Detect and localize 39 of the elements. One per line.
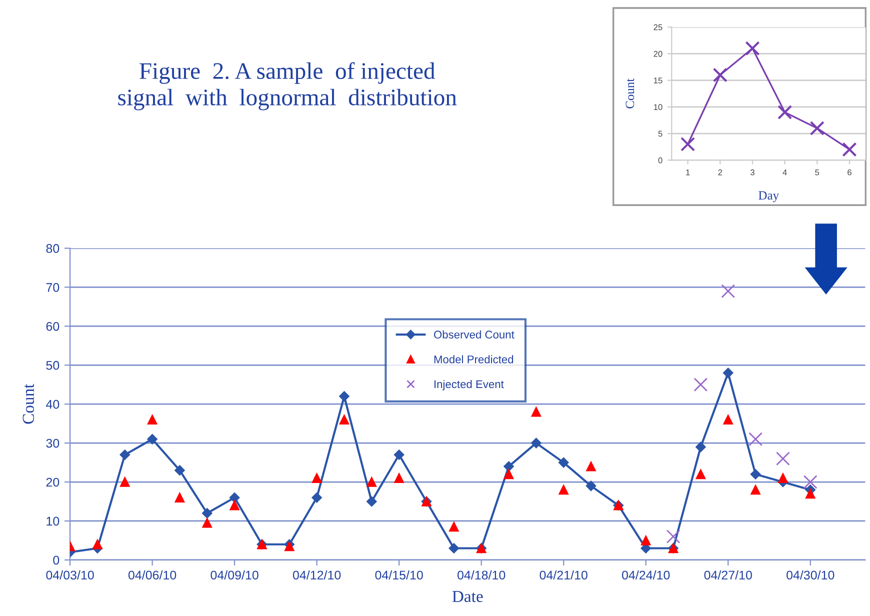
y-axis-title: Count	[626, 78, 634, 108]
chart-title: Figure 2. A sample of injected signal with lognormal distribution	[118, 62, 457, 110]
x-tick-label: 3	[750, 169, 754, 176]
y-tick-label: 25	[654, 24, 662, 30]
y-axis-title: Count	[22, 384, 34, 424]
x-tick-label: 04/03/10	[46, 570, 94, 580]
y-tick-label: 10	[654, 104, 662, 110]
x-tick-label: 04/06/10	[128, 570, 176, 580]
x-tick-label: 04/30/10	[786, 570, 834, 580]
x-tick-label: 1	[686, 169, 690, 176]
x-tick-label: 04/27/10	[704, 570, 752, 580]
y-tick-label: 70	[46, 283, 60, 292]
y-tick-label: 50	[46, 360, 60, 370]
x-axis-title: Day	[758, 191, 780, 202]
x-tick-label: 04/18/10	[457, 570, 506, 580]
x-tick-label: 04/15/10	[375, 570, 423, 580]
x-tick-label: 04/21/10	[540, 570, 588, 580]
legend-label: Injected Event	[434, 380, 504, 390]
y-tick-label: 0	[53, 556, 60, 565]
x-tick-label: 5	[815, 169, 820, 176]
y-tick-label: 60	[46, 322, 60, 331]
y-tick-label: 15	[654, 78, 662, 84]
legend-label: Model Predicted	[434, 355, 514, 364]
y-tick-label: 20	[654, 50, 662, 57]
x-tick-label: 4	[782, 169, 787, 176]
x-tick-label: 04/12/10	[292, 570, 341, 580]
y-tick-label: 20	[46, 478, 60, 487]
x-tick-label: 6	[848, 169, 852, 176]
x-tick-label: 2	[718, 169, 722, 176]
y-tick-label: 30	[46, 438, 60, 448]
x-tick-label: 04/24/10	[622, 570, 670, 580]
y-tick-label: 80	[46, 244, 60, 253]
y-tick-label: 0	[658, 157, 662, 164]
y-tick-label: 5	[658, 130, 662, 137]
y-tick-label: 40	[46, 400, 60, 409]
y-tick-label: 10	[46, 516, 60, 526]
legend-label: Observed Count	[434, 330, 514, 339]
x-axis-title: Date	[452, 590, 483, 602]
x-tick-label: 04/09/10	[210, 570, 258, 580]
